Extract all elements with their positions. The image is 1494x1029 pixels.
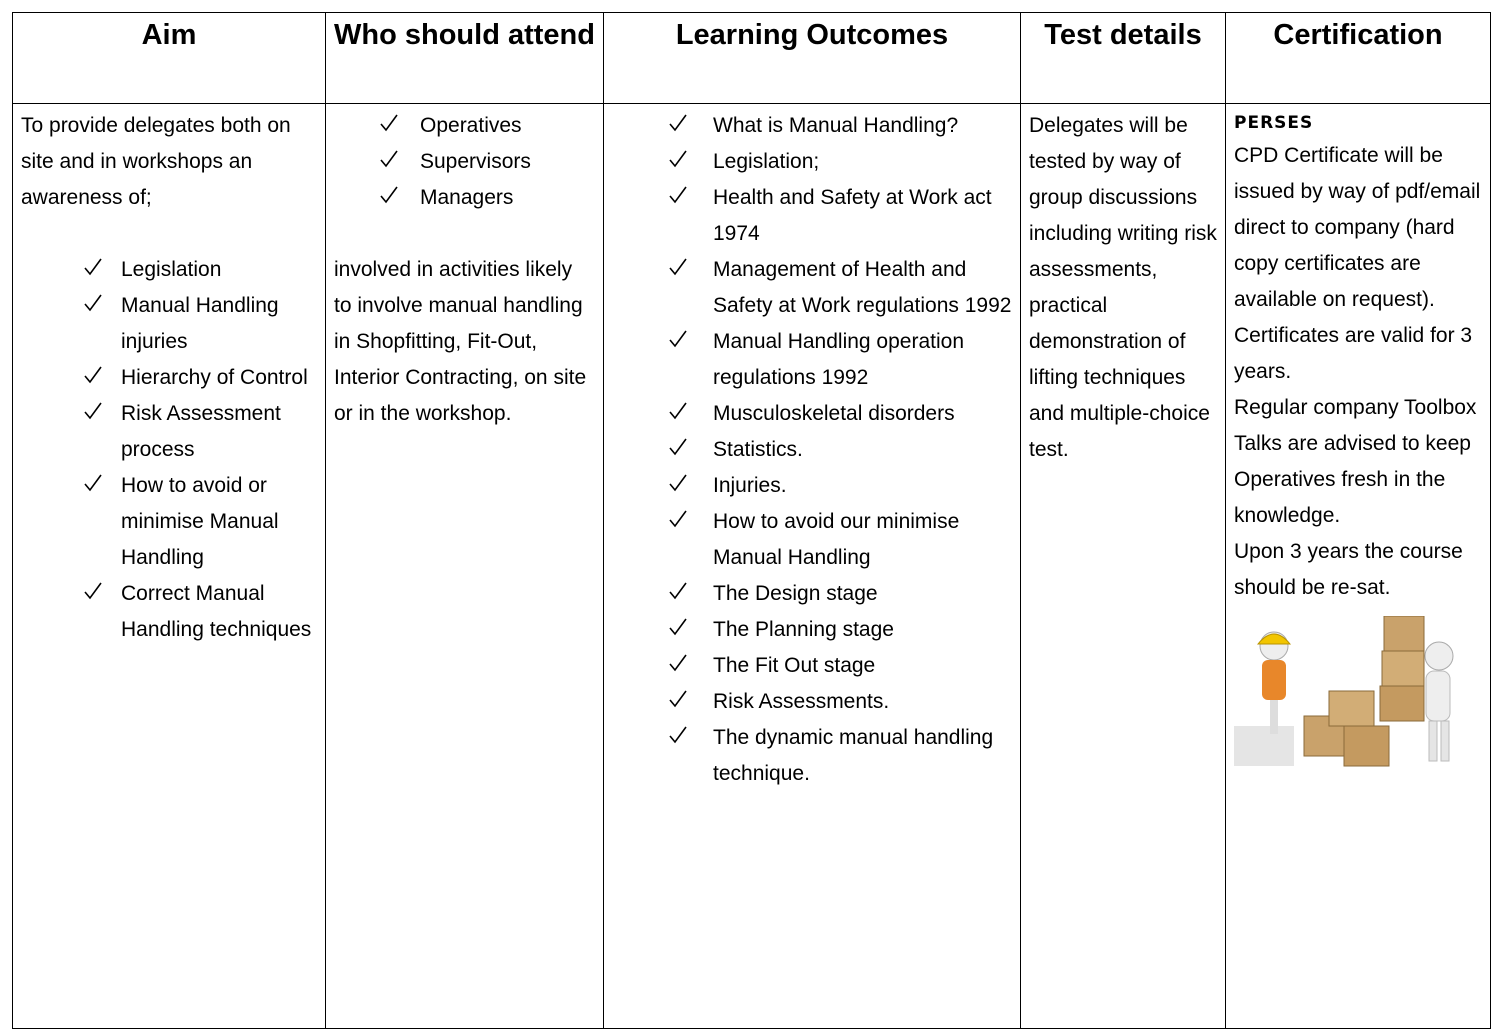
list-item: Correct Manual Handling techniques bbox=[84, 576, 317, 648]
test-text: Delegates will be tested by way of group… bbox=[1029, 114, 1217, 461]
header: Certification bbox=[1225, 12, 1491, 104]
list-item: What is Manual Handling? bbox=[669, 108, 1012, 144]
list-item: The dynamic manual handling technique. bbox=[669, 720, 1012, 792]
header-row: Aim Who should attend Learning Outcomes … bbox=[12, 12, 1491, 104]
list-item: Legislation bbox=[84, 252, 317, 288]
certification-paragraph: Regular company Toolbox Talks are advise… bbox=[1234, 396, 1477, 527]
header: Learning Outcomes bbox=[603, 12, 1021, 104]
list-item: Legislation; bbox=[669, 144, 1012, 180]
list-item: Supervisors bbox=[380, 144, 595, 180]
list-item: Manual Handling injuries bbox=[84, 288, 317, 360]
page: Aim Who should attend Learning Outcomes … bbox=[12, 12, 1491, 1029]
list-item: How to avoid our minimise Manual Handlin… bbox=[669, 504, 1012, 576]
certification-cell: PERSES CPD Certificate will be issued by… bbox=[1225, 103, 1491, 1029]
aim-intro: To provide delegates both on site and in… bbox=[21, 114, 291, 209]
list-item: Health and Safety at Work act 1974 bbox=[669, 180, 1012, 252]
list-item: Risk Assessment process bbox=[84, 396, 317, 468]
outcomes-list: What is Manual Handling? Legislation; Heal… bbox=[612, 108, 1012, 792]
who-cell: Operatives Supervisors Managers involved i… bbox=[325, 103, 604, 1029]
logo: PERSES bbox=[1234, 113, 1314, 133]
header: Test details bbox=[1020, 12, 1226, 104]
workers-illustration bbox=[1234, 615, 1454, 767]
body-row: To provide delegates both on site and in… bbox=[12, 103, 1491, 1029]
list-item: Risk Assessments. bbox=[669, 684, 1012, 720]
list-item: Operatives bbox=[380, 108, 595, 144]
list-item: Musculoskeletal disorders bbox=[669, 396, 1012, 432]
list-item: Statistics. bbox=[669, 432, 1012, 468]
test-cell: Delegates will be tested by way of group… bbox=[1020, 103, 1226, 1029]
course-table: Aim Who should attend Learning Outcomes … bbox=[12, 12, 1491, 1029]
certification-text: CPD Certificate will be issued by way of… bbox=[1234, 138, 1482, 606]
header: Who should attend bbox=[325, 12, 604, 104]
list-item: Injuries. bbox=[669, 468, 1012, 504]
list-item: Manual Handling operation regulations 19… bbox=[669, 324, 1012, 396]
list-item: The Design stage bbox=[669, 576, 1012, 612]
list-item: How to avoid or minimise Manual Handling bbox=[84, 468, 317, 576]
list-item: The Planning stage bbox=[669, 612, 1012, 648]
certification-paragraph: CPD Certificate will be issued by way of… bbox=[1234, 144, 1481, 311]
certification-paragraph: Upon 3 years the course should be re-sat… bbox=[1234, 540, 1463, 599]
aim-list: Legislation Manual Handling injuries Hiera… bbox=[21, 252, 317, 648]
list-item: Managers bbox=[380, 180, 595, 216]
list-item: The Fit Out stage bbox=[669, 648, 1012, 684]
list-item: Management of Health and Safety at Work … bbox=[669, 252, 1012, 324]
header: Aim bbox=[12, 12, 326, 104]
who-list: Operatives Supervisors Managers bbox=[334, 108, 595, 216]
list-item: Hierarchy of Control bbox=[84, 360, 317, 396]
who-text: involved in activities likely to involve… bbox=[334, 258, 587, 425]
aim-cell: To provide delegates both on site and in… bbox=[12, 103, 326, 1029]
certification-paragraph: Certificates are valid for 3 years. bbox=[1234, 324, 1473, 383]
outcomes-cell: What is Manual Handling? Legislation; Heal… bbox=[603, 103, 1021, 1029]
